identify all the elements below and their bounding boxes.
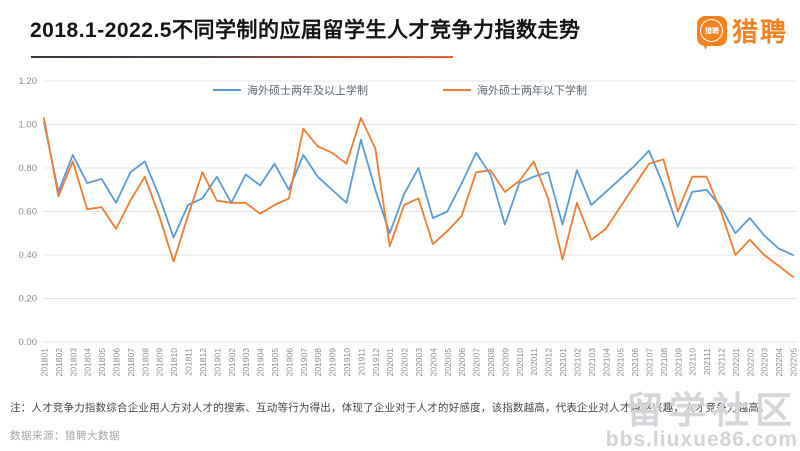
x-tick-label: 201804 xyxy=(83,348,93,377)
x-tick-label: 201805 xyxy=(97,348,107,377)
x-tick-label: 202107 xyxy=(644,348,654,377)
x-tick-label: 202008 xyxy=(486,348,496,377)
x-tick-label: 202003 xyxy=(414,348,424,377)
x-tick-label: 202204 xyxy=(774,348,784,377)
x-tick-label: 202105 xyxy=(616,348,626,377)
x-tick-label: 202103 xyxy=(587,348,597,377)
x-tick-label: 201912 xyxy=(371,348,381,377)
x-tick-label: 201808 xyxy=(140,348,150,377)
x-tick-label: 201801 xyxy=(40,348,50,377)
legend-swatch-orange xyxy=(443,89,471,91)
x-tick-label: 202101 xyxy=(558,348,568,377)
x-tick-label: 201809 xyxy=(155,348,165,377)
x-tick-label: 201811 xyxy=(184,348,194,376)
x-tick-label: 201812 xyxy=(198,348,208,377)
x-tick-label: 202102 xyxy=(572,348,582,377)
x-tick-label: 201806 xyxy=(112,348,122,377)
liepin-logo: 猎聘 猎聘 xyxy=(696,12,788,50)
x-tick-label: 202110 xyxy=(688,348,698,376)
x-tick-label: 202004 xyxy=(428,348,438,377)
x-tick-label: 201907 xyxy=(299,348,309,377)
x-tick-label: 201903 xyxy=(241,348,251,377)
x-tick-label: 202205 xyxy=(789,348,799,377)
footnote: 注：人才竞争力指数综合企业用人方对人才的搜索、互动等行为得出，体现了企业对于人才… xyxy=(10,402,770,414)
legend-item-under-two-years: 海外硕士两年以下学制 xyxy=(443,82,587,98)
x-tick-label: 202104 xyxy=(601,348,611,377)
x-tick-label: 202002 xyxy=(400,348,410,377)
legend: 海外硕士两年及以上学制 海外硕士两年以下学制 xyxy=(0,82,800,98)
x-tick-label: 202108 xyxy=(659,348,669,377)
y-tick-label: 0.80 xyxy=(19,163,38,174)
x-tick-label: 202012 xyxy=(544,348,554,377)
data-source: 数据来源：猎聘大数据 xyxy=(10,430,120,442)
speech-bubble-tail-icon xyxy=(698,39,709,50)
x-tick-label: 202112 xyxy=(716,348,726,376)
x-tick-label: 201901 xyxy=(212,348,222,377)
x-tick-label: 202001 xyxy=(385,348,395,377)
x-tick-label: 201909 xyxy=(328,348,338,377)
header: 2018.1-2022.5不同学制的应届留学生人才竞争力指数走势 猎聘 猎聘 xyxy=(0,0,800,62)
legend-item-two-plus-years: 海外硕士两年及以上学制 xyxy=(213,82,368,98)
y-tick-label: 0.60 xyxy=(19,207,38,218)
x-tick-label: 201802 xyxy=(54,348,64,377)
x-tick-label: 202202 xyxy=(745,348,755,377)
x-tick-label: 201803 xyxy=(68,348,78,377)
x-tick-label: 201902 xyxy=(227,348,237,377)
x-tick-label: 202109 xyxy=(673,348,683,377)
x-tick-label: 202201 xyxy=(731,348,741,377)
series-line-under-two-years xyxy=(43,117,794,278)
y-tick-label: 0.40 xyxy=(19,250,38,261)
x-tick-label: 201905 xyxy=(270,348,280,377)
x-tick-label: 201910 xyxy=(342,348,352,377)
x-tick-label: 201810 xyxy=(169,348,179,377)
x-tick-label: 201904 xyxy=(256,348,266,377)
liepin-badge-text: 猎聘 xyxy=(700,19,724,42)
liepin-badge-icon: 猎聘 xyxy=(696,15,727,50)
x-tick-label: 202006 xyxy=(457,348,467,377)
x-tick-label: 202011 xyxy=(529,348,539,376)
legend-swatch-blue xyxy=(213,89,241,91)
page-title: 2018.1-2022.5不同学制的应届留学生人才竞争力指数走势 xyxy=(30,19,581,42)
x-tick-label: 202007 xyxy=(472,348,482,377)
title-underline xyxy=(31,56,453,58)
y-tick-label: 1.20 xyxy=(19,76,38,87)
y-tick-label: 0.20 xyxy=(19,294,38,305)
y-tick-label: 0.00 xyxy=(19,337,38,348)
x-tick-label: 202005 xyxy=(443,348,453,377)
x-tick-label: 201807 xyxy=(126,348,136,377)
liepin-wordmark: 猎聘 xyxy=(731,17,788,47)
x-tick-label: 201908 xyxy=(313,348,323,377)
x-tick-label: 201911 xyxy=(356,348,366,376)
legend-label: 海外硕士两年以下学制 xyxy=(477,85,587,97)
x-tick-label: 202111 xyxy=(702,348,712,375)
x-tick-label: 202106 xyxy=(630,348,640,377)
x-tick-label: 202009 xyxy=(500,348,510,377)
x-tick-label: 202010 xyxy=(515,348,525,377)
legend-label: 海外硕士两年及以上学制 xyxy=(247,85,368,97)
x-tick-label: 202203 xyxy=(760,348,770,377)
series-line-two-plus-years xyxy=(43,121,794,256)
y-tick-label: 1.00 xyxy=(19,120,38,131)
x-tick-label: 201906 xyxy=(284,348,294,377)
